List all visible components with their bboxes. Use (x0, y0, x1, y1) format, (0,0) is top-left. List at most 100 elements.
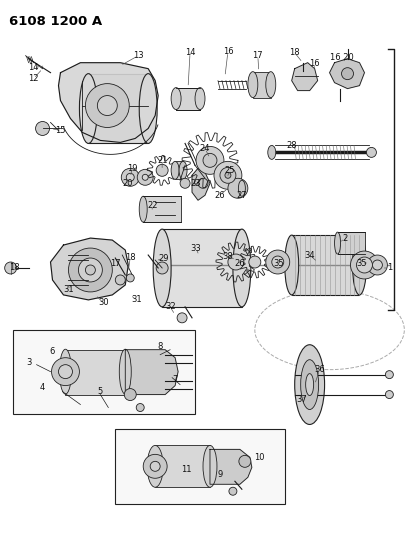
Ellipse shape (179, 161, 187, 179)
Circle shape (36, 122, 49, 135)
Circle shape (150, 462, 160, 471)
Circle shape (225, 172, 230, 179)
Bar (88, 74, 148, 143)
Ellipse shape (300, 360, 318, 409)
Circle shape (384, 370, 392, 378)
Text: 7: 7 (172, 375, 178, 384)
Ellipse shape (305, 374, 313, 395)
Text: 31: 31 (63, 285, 74, 294)
Circle shape (142, 174, 148, 180)
Polygon shape (50, 238, 128, 300)
Text: 1: 1 (386, 263, 391, 272)
Circle shape (265, 250, 289, 274)
Bar (176, 87, 200, 110)
Ellipse shape (139, 196, 147, 222)
Text: 28: 28 (286, 141, 296, 150)
Polygon shape (291, 63, 317, 91)
Text: 33: 33 (190, 244, 201, 253)
Text: 26: 26 (234, 259, 245, 268)
Circle shape (126, 173, 134, 181)
Text: 35: 35 (273, 259, 283, 268)
Circle shape (227, 254, 243, 270)
Circle shape (177, 313, 187, 323)
Ellipse shape (147, 446, 163, 487)
Circle shape (52, 358, 79, 385)
Text: 22: 22 (146, 201, 157, 209)
Ellipse shape (294, 345, 324, 424)
Bar (115, 430, 284, 504)
Text: 14: 14 (184, 48, 195, 57)
Ellipse shape (79, 74, 97, 143)
Ellipse shape (247, 71, 257, 98)
Polygon shape (58, 63, 158, 142)
Circle shape (78, 258, 102, 282)
Circle shape (219, 167, 235, 183)
Text: 8: 8 (157, 342, 162, 351)
Text: 13: 13 (133, 51, 143, 60)
Circle shape (371, 260, 382, 270)
Text: 16: 16 (308, 59, 319, 68)
Text: 30: 30 (98, 298, 108, 308)
Ellipse shape (265, 71, 275, 98)
Ellipse shape (284, 235, 298, 295)
Ellipse shape (171, 87, 181, 110)
Circle shape (238, 455, 250, 467)
Text: 6108 1200 A: 6108 1200 A (9, 15, 101, 28)
Ellipse shape (153, 229, 171, 307)
Text: 35: 35 (355, 259, 366, 268)
Bar (337, 232, 364, 254)
Circle shape (366, 148, 375, 157)
Text: 18: 18 (9, 263, 20, 272)
Ellipse shape (238, 180, 245, 196)
Ellipse shape (119, 349, 131, 394)
Circle shape (156, 164, 168, 176)
Circle shape (85, 265, 95, 275)
Bar (155, 446, 209, 487)
Text: 4: 4 (40, 383, 45, 392)
Circle shape (137, 169, 153, 185)
Bar (175, 161, 183, 179)
Text: 37: 37 (296, 395, 306, 404)
Text: 18: 18 (289, 48, 299, 57)
Bar (13, 330, 195, 415)
Circle shape (355, 257, 371, 273)
Circle shape (341, 68, 353, 79)
Circle shape (68, 248, 112, 292)
Bar (65, 350, 125, 394)
Text: 20: 20 (122, 179, 132, 188)
Circle shape (180, 179, 190, 188)
Text: 25: 25 (224, 166, 235, 175)
Circle shape (85, 84, 129, 127)
Text: 10: 10 (254, 453, 264, 462)
Polygon shape (125, 350, 178, 394)
Ellipse shape (232, 229, 250, 307)
Circle shape (228, 487, 236, 495)
Text: 14: 14 (28, 63, 39, 72)
Text: 2: 2 (341, 233, 346, 243)
Text: 29: 29 (157, 254, 168, 263)
Circle shape (227, 179, 247, 198)
Circle shape (156, 262, 168, 274)
Text: 38: 38 (222, 252, 233, 261)
Text: 19: 19 (127, 164, 137, 173)
Circle shape (58, 365, 72, 378)
Text: 9: 9 (217, 470, 222, 479)
Polygon shape (329, 59, 364, 88)
Text: 6: 6 (50, 347, 55, 356)
Circle shape (196, 147, 223, 174)
Text: 18: 18 (125, 253, 135, 262)
Ellipse shape (334, 232, 340, 254)
Polygon shape (191, 168, 209, 200)
Circle shape (126, 274, 134, 282)
Text: 17: 17 (252, 51, 263, 60)
Text: 31: 31 (130, 295, 141, 304)
Text: 17: 17 (110, 259, 120, 268)
Circle shape (198, 179, 207, 188)
Text: 16: 16 (222, 47, 233, 56)
Text: 27: 27 (236, 191, 247, 200)
Text: 3: 3 (26, 358, 31, 367)
Circle shape (97, 95, 117, 116)
Ellipse shape (59, 349, 71, 394)
Circle shape (271, 256, 283, 268)
Text: 23: 23 (190, 179, 201, 188)
